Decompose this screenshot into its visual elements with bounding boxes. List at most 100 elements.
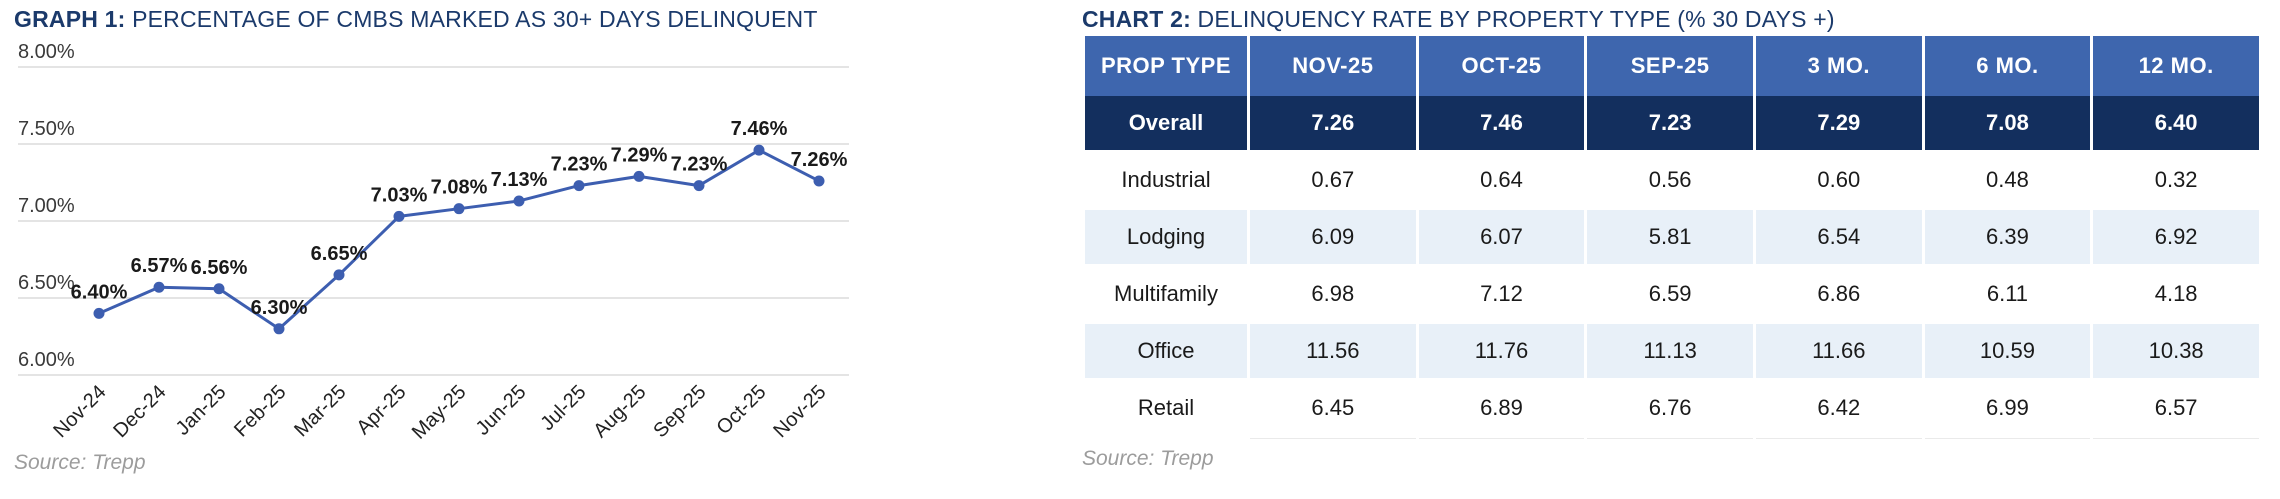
x-axis-label: Dec-24 bbox=[109, 381, 170, 442]
row-label: Retail bbox=[1085, 381, 1247, 438]
data-point-marker bbox=[333, 269, 345, 281]
value-cell: 5.81 bbox=[1587, 210, 1753, 267]
data-point-label: 7.13% bbox=[491, 169, 548, 191]
table-row-industrial: Industrial 0.67 0.64 0.56 0.60 0.48 0.32 bbox=[1085, 153, 2259, 210]
data-point-label: 6.40% bbox=[71, 281, 128, 303]
value-cell: 6.42 bbox=[1755, 381, 1922, 438]
row-label: Multifamily bbox=[1085, 267, 1247, 324]
row-label: Industrial bbox=[1085, 153, 1247, 210]
value-cell: 6.07 bbox=[1418, 210, 1585, 267]
table-row-multifamily: Multifamily 6.98 7.12 6.59 6.86 6.11 4.18 bbox=[1085, 267, 2259, 324]
value-cell: 10.38 bbox=[2093, 324, 2259, 381]
data-point-label: 6.30% bbox=[251, 297, 308, 319]
chart2-title-text: DELINQUENCY RATE BY PROPERTY TYPE (% 30 … bbox=[1190, 6, 1835, 32]
data-point-label: 7.23% bbox=[671, 154, 728, 176]
value-cell: 7.46 bbox=[1418, 96, 1585, 153]
value-cell: 6.92 bbox=[2093, 210, 2259, 267]
value-cell: 7.29 bbox=[1755, 96, 1922, 153]
chart2-title: CHART 2: DELINQUENCY RATE BY PROPERTY TY… bbox=[1082, 5, 2262, 33]
x-axis-label: Feb-25 bbox=[230, 381, 290, 441]
data-point-marker bbox=[573, 180, 585, 192]
value-cell: 6.39 bbox=[1924, 210, 2091, 267]
column-header: 6 MO. bbox=[1924, 36, 2091, 96]
value-cell: 4.18 bbox=[2093, 267, 2259, 324]
value-cell: 0.48 bbox=[1924, 153, 2091, 210]
value-cell: 7.26 bbox=[1250, 96, 1416, 153]
value-cell: 11.13 bbox=[1587, 324, 1753, 381]
column-header: NOV-25 bbox=[1250, 36, 1416, 96]
chart2-panel: CHART 2: DELINQUENCY RATE BY PROPERTY TY… bbox=[1082, 5, 2262, 471]
value-cell: 10.59 bbox=[1924, 324, 2091, 381]
data-point-marker bbox=[633, 170, 645, 182]
y-axis-tick-label: 6.00% bbox=[18, 349, 75, 371]
value-cell: 6.76 bbox=[1587, 381, 1753, 438]
table-row-lodging: Lodging 6.09 6.07 5.81 6.54 6.39 6.92 bbox=[1085, 210, 2259, 267]
value-cell: 7.12 bbox=[1418, 267, 1585, 324]
column-header: OCT-25 bbox=[1418, 36, 1585, 96]
value-cell: 7.08 bbox=[1924, 96, 2091, 153]
value-cell: 6.99 bbox=[1924, 381, 2091, 438]
y-axis-tick-label: 6.50% bbox=[18, 272, 75, 294]
column-header: PROP TYPE bbox=[1085, 36, 1247, 96]
chart2-source: Source: Trepp bbox=[1082, 447, 1214, 470]
x-axis-label: Jul-25 bbox=[536, 381, 590, 435]
x-axis-label: Sep-25 bbox=[649, 381, 710, 442]
value-cell: 0.64 bbox=[1418, 153, 1585, 210]
row-label: Lodging bbox=[1085, 210, 1247, 267]
value-cell: 6.86 bbox=[1755, 267, 1922, 324]
value-cell: 11.56 bbox=[1250, 324, 1416, 381]
data-point-marker bbox=[393, 210, 405, 222]
value-cell: 6.89 bbox=[1418, 381, 1585, 438]
table-head: PROP TYPE NOV-25 OCT-25 SEP-25 3 MO. 6 MO. 12 … bbox=[1085, 36, 2259, 96]
table-row-overall: Overall 7.26 7.46 7.23 7.29 7.08 6.40 bbox=[1085, 96, 2259, 153]
data-point-label: 6.56% bbox=[191, 257, 248, 279]
value-cell: 11.76 bbox=[1418, 324, 1585, 381]
data-point-marker bbox=[213, 283, 225, 295]
data-point-label: 6.65% bbox=[311, 243, 368, 265]
value-cell: 7.23 bbox=[1587, 96, 1753, 153]
data-point-label: 7.23% bbox=[551, 154, 608, 176]
graph1-title-text: PERCENTAGE OF CMBS MARKED AS 30+ DAYS DE… bbox=[125, 6, 818, 32]
y-axis-tick-label: 7.00% bbox=[18, 195, 75, 217]
x-axis-label: May-25 bbox=[408, 381, 471, 444]
x-axis-label: Mar-25 bbox=[290, 381, 350, 441]
data-point-label: 7.03% bbox=[371, 184, 428, 206]
value-cell: 6.57 bbox=[2093, 381, 2259, 438]
y-axis-tick-label: 8.00% bbox=[18, 41, 75, 63]
table-header-row: PROP TYPE NOV-25 OCT-25 SEP-25 3 MO. 6 MO. 12 … bbox=[1085, 36, 2259, 96]
row-label: Overall bbox=[1085, 96, 1247, 153]
data-point-label: 7.26% bbox=[791, 149, 848, 171]
data-point-marker bbox=[93, 307, 105, 319]
graph1-title: GRAPH 1: PERCENTAGE OF CMBS MARKED AS 30… bbox=[14, 5, 1072, 33]
value-cell: 0.32 bbox=[2093, 153, 2259, 210]
value-cell: 6.09 bbox=[1250, 210, 1416, 267]
data-point-label: 7.29% bbox=[611, 144, 668, 166]
data-point-marker bbox=[753, 144, 765, 156]
value-cell: 0.60 bbox=[1755, 153, 1922, 210]
value-cell: 6.59 bbox=[1587, 267, 1753, 324]
chart2-title-prefix: CHART 2: bbox=[1082, 6, 1191, 32]
value-cell: 6.98 bbox=[1250, 267, 1416, 324]
x-axis-label: Aug-25 bbox=[589, 381, 650, 442]
value-cell: 0.67 bbox=[1250, 153, 1416, 210]
value-cell: 0.56 bbox=[1587, 153, 1753, 210]
value-cell: 6.54 bbox=[1755, 210, 1922, 267]
value-cell: 6.40 bbox=[2093, 96, 2259, 153]
graph1-panel: GRAPH 1: PERCENTAGE OF CMBS MARKED AS 30… bbox=[14, 5, 1072, 475]
value-cell: 11.66 bbox=[1755, 324, 1922, 381]
data-point-marker bbox=[273, 323, 285, 335]
column-header: 12 MO. bbox=[2093, 36, 2259, 96]
graph1-title-prefix: GRAPH 1: bbox=[14, 6, 126, 32]
row-label: Office bbox=[1085, 324, 1247, 381]
table-row-retail: Retail 6.45 6.89 6.76 6.42 6.99 6.57 bbox=[1085, 381, 2259, 438]
data-point-marker bbox=[453, 203, 465, 215]
x-axis-label: Oct-25 bbox=[713, 381, 771, 439]
value-cell: 6.11 bbox=[1924, 267, 2091, 324]
data-point-marker bbox=[813, 175, 825, 187]
data-point-marker bbox=[693, 180, 705, 192]
x-axis-label: Apr-25 bbox=[353, 381, 411, 439]
x-axis-label: Jan-25 bbox=[172, 381, 231, 440]
data-point-marker bbox=[153, 281, 165, 293]
value-cell: 6.45 bbox=[1250, 381, 1416, 438]
